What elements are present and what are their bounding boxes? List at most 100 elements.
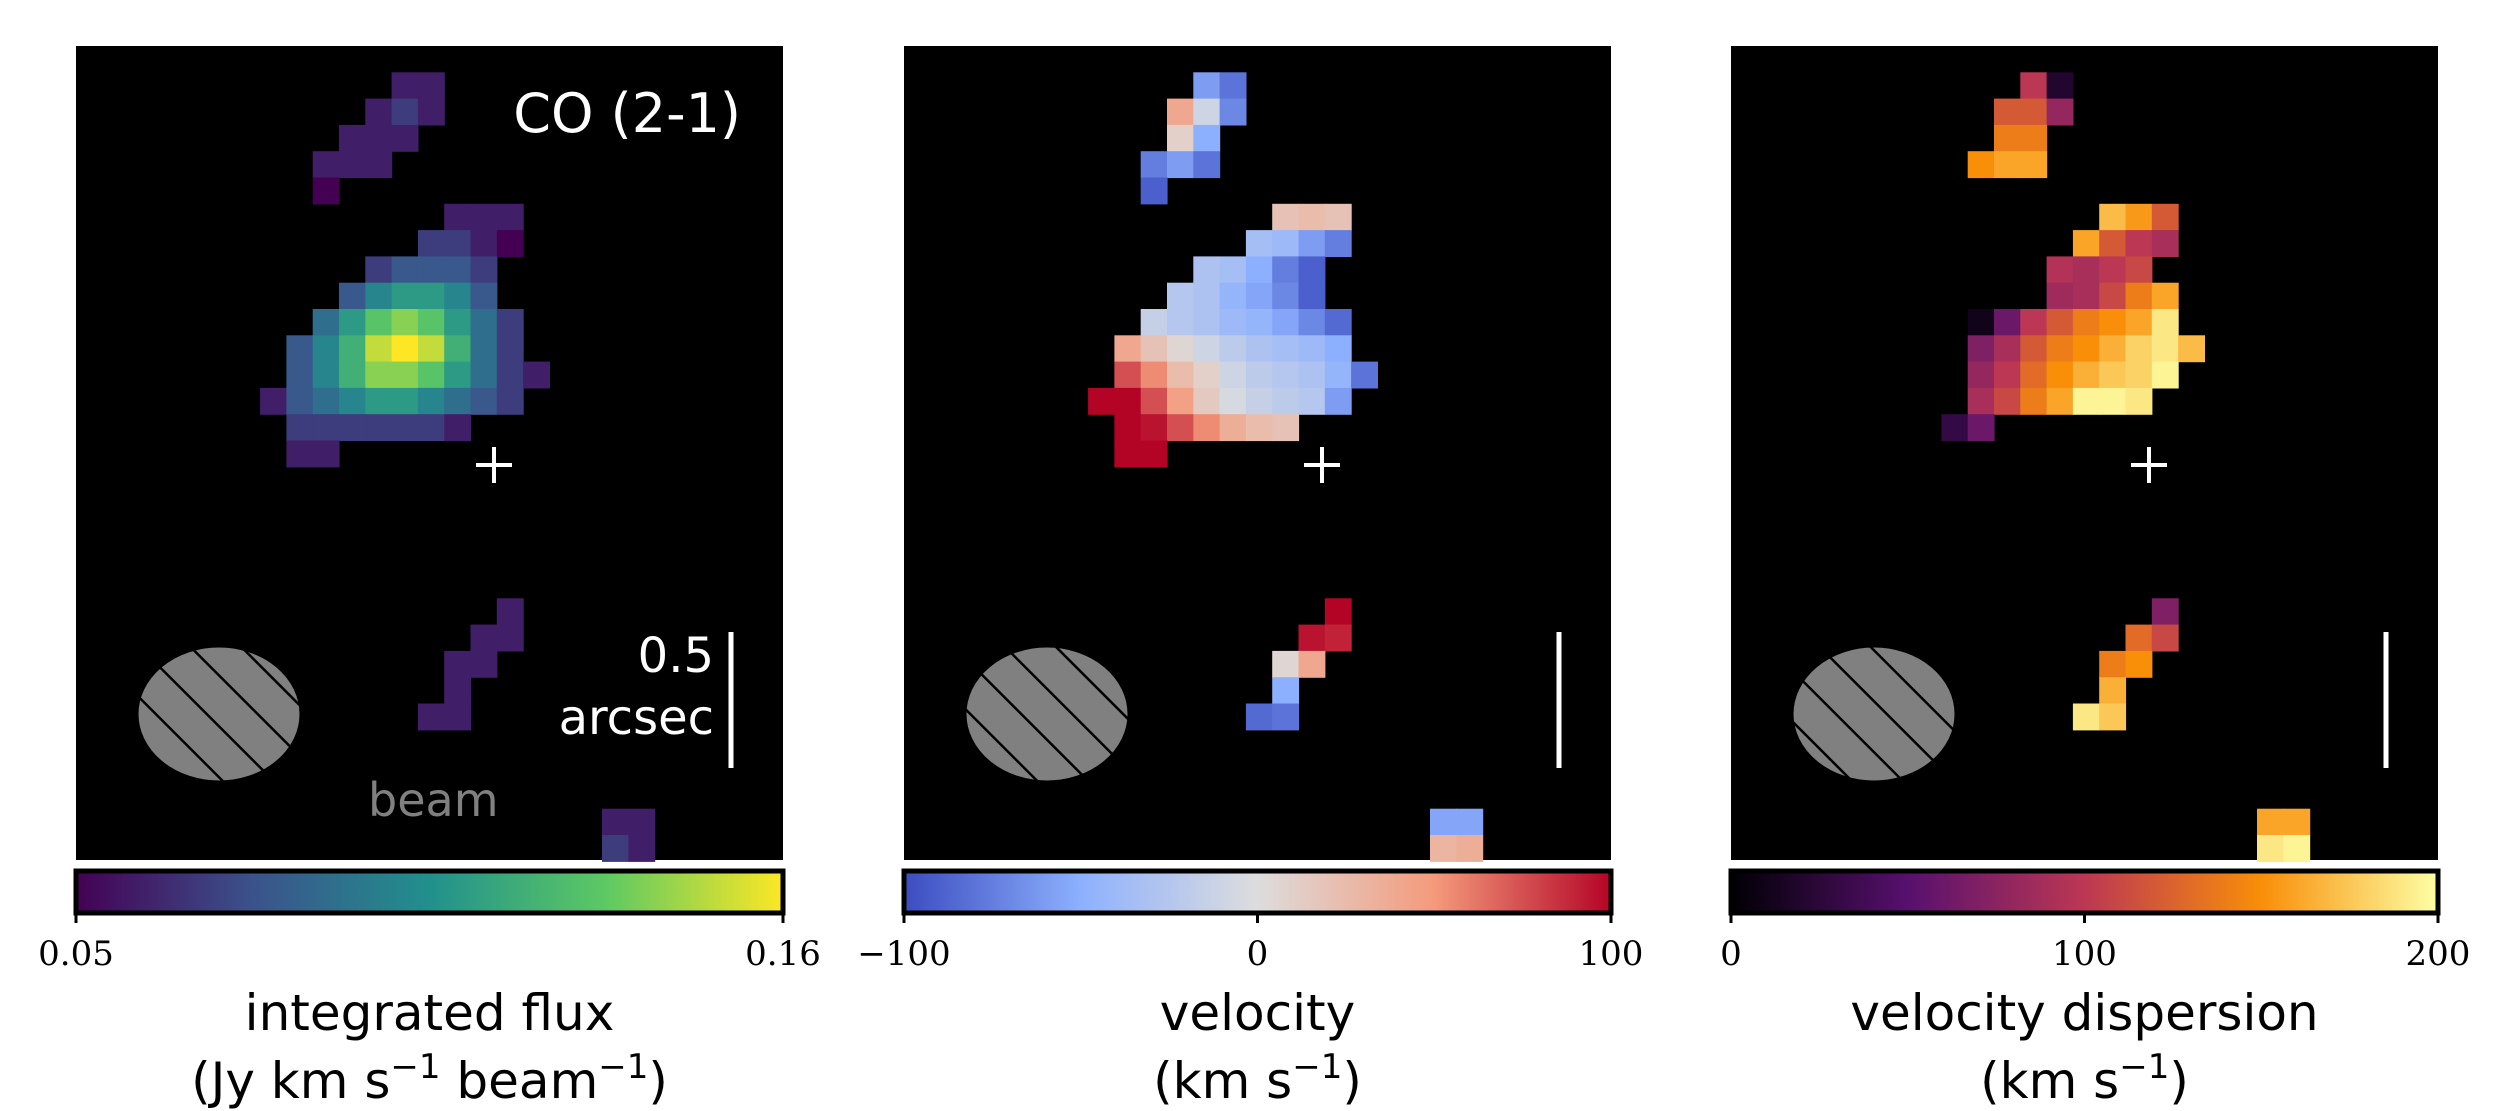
- map-pixel: [365, 309, 393, 336]
- map-pixel: [1967, 335, 1995, 363]
- map-pixel: [2020, 124, 2048, 152]
- map-pixel: [417, 361, 445, 389]
- map-pixel: [2125, 361, 2153, 389]
- map-pixel: [365, 124, 393, 152]
- map-pixel: [260, 387, 287, 415]
- map-pixel: [1967, 387, 1995, 415]
- map-pixel: [1994, 124, 2021, 152]
- map-pixel: [470, 230, 498, 257]
- map-pixel: [1167, 361, 1194, 389]
- map-pixel: [1219, 387, 1247, 415]
- map-pixel: [1219, 282, 1247, 310]
- map-pixel: [2020, 335, 2048, 363]
- map-pixel: [1324, 309, 1352, 336]
- map-pixel: [444, 256, 472, 284]
- map-pixel: [2020, 309, 2048, 336]
- map-pixel: [286, 361, 314, 389]
- map-pixel: [312, 177, 340, 205]
- map-pixel: [365, 335, 393, 363]
- map-pixel: [417, 309, 445, 336]
- map-pixel: [2046, 335, 2074, 363]
- map-pixel: [444, 203, 472, 231]
- map-pixel: [365, 361, 393, 389]
- map-pixel: [1167, 282, 1194, 310]
- colorbar-unit: (Jy km s−1 beam−1): [191, 1047, 668, 1110]
- map-pixel: [339, 309, 366, 336]
- colorbar-label: integrated flux: [245, 984, 615, 1042]
- map-pixel: [417, 414, 445, 442]
- map-pixel: [2125, 203, 2153, 231]
- map-pixel: [1114, 335, 1142, 363]
- map-pixel: [1994, 361, 2021, 389]
- map-pixel: [2099, 230, 2127, 257]
- map-pixel: [1167, 414, 1194, 442]
- map-pixel: [1272, 387, 1300, 415]
- map-pixel: [2099, 650, 2127, 678]
- map-pixel: [365, 387, 393, 415]
- map-pixel: [417, 387, 445, 415]
- map-pixel: [1456, 835, 1484, 862]
- map-pixel: [2072, 361, 2100, 389]
- map-pixel: [2125, 282, 2153, 310]
- map-pixel: [2072, 309, 2100, 336]
- map-pixel: [365, 151, 393, 179]
- beam-ellipse: [135, 644, 303, 784]
- map-pixel: [1140, 440, 1168, 468]
- map-pixel: [391, 309, 419, 336]
- map-pixel: [339, 151, 366, 179]
- map-pixel: [312, 440, 340, 468]
- map-pixel: [1298, 203, 1326, 231]
- map-pixel: [2151, 361, 2179, 389]
- map-pixel: [1193, 282, 1221, 310]
- map-pixel: [2257, 808, 2284, 836]
- map-pixel: [1324, 624, 1352, 652]
- map-pixel: [444, 414, 472, 442]
- map-pixel: [496, 361, 524, 389]
- beam-label: beam: [368, 773, 499, 827]
- map-pixel: [312, 335, 340, 363]
- map-pixel: [339, 124, 366, 152]
- map-pixel: [365, 256, 393, 284]
- colorbar: [1728, 868, 2441, 916]
- map-pixel: [2046, 98, 2074, 126]
- map-pixel: [1272, 203, 1300, 231]
- map-pixel: [2020, 361, 2048, 389]
- map-pixel: [1245, 703, 1273, 731]
- panel-velocity: −100 0 100 velocity(km s−1): [857, 46, 1643, 1110]
- map-pixel: [1193, 124, 1221, 152]
- map-pixel: [1193, 309, 1221, 336]
- map-pixel: [2125, 387, 2153, 415]
- map-pixel: [417, 230, 445, 257]
- map-pixel: [312, 414, 340, 442]
- map-pixel: [1193, 151, 1221, 179]
- map-pixel: [2283, 808, 2311, 836]
- map-pixel: [1245, 256, 1273, 284]
- map-pixel: [1219, 414, 1247, 442]
- map-pixel: [444, 703, 472, 731]
- map-pixel: [312, 361, 340, 389]
- map-pixel: [628, 835, 656, 862]
- colorbar-tick-label: 0: [1247, 934, 1269, 974]
- map-pixel: [1245, 335, 1273, 363]
- map-pixel: [1140, 335, 1168, 363]
- map-pixel: [2046, 309, 2074, 336]
- map-pixel: [1324, 203, 1352, 231]
- map-pixel: [339, 387, 366, 415]
- map-pixel: [1245, 309, 1273, 336]
- map-pixel: [2099, 309, 2127, 336]
- map-pixel: [2151, 230, 2179, 257]
- map-pixel: [1967, 151, 1995, 179]
- map-pixel: [2151, 598, 2179, 626]
- map-pixel: [1324, 361, 1352, 389]
- map-pixel: [2020, 151, 2048, 179]
- map-pixel: [496, 203, 524, 231]
- map-pixel: [1140, 414, 1168, 442]
- map-pixel: [444, 361, 472, 389]
- map-pixel: [496, 230, 524, 257]
- map-pixel: [2072, 282, 2100, 310]
- map-pixel: [2046, 387, 2074, 415]
- map-pixel: [2151, 624, 2179, 652]
- map-pixel: [2125, 650, 2153, 678]
- map-pixel: [523, 361, 550, 389]
- line-annotation: CO (2-1): [513, 82, 741, 145]
